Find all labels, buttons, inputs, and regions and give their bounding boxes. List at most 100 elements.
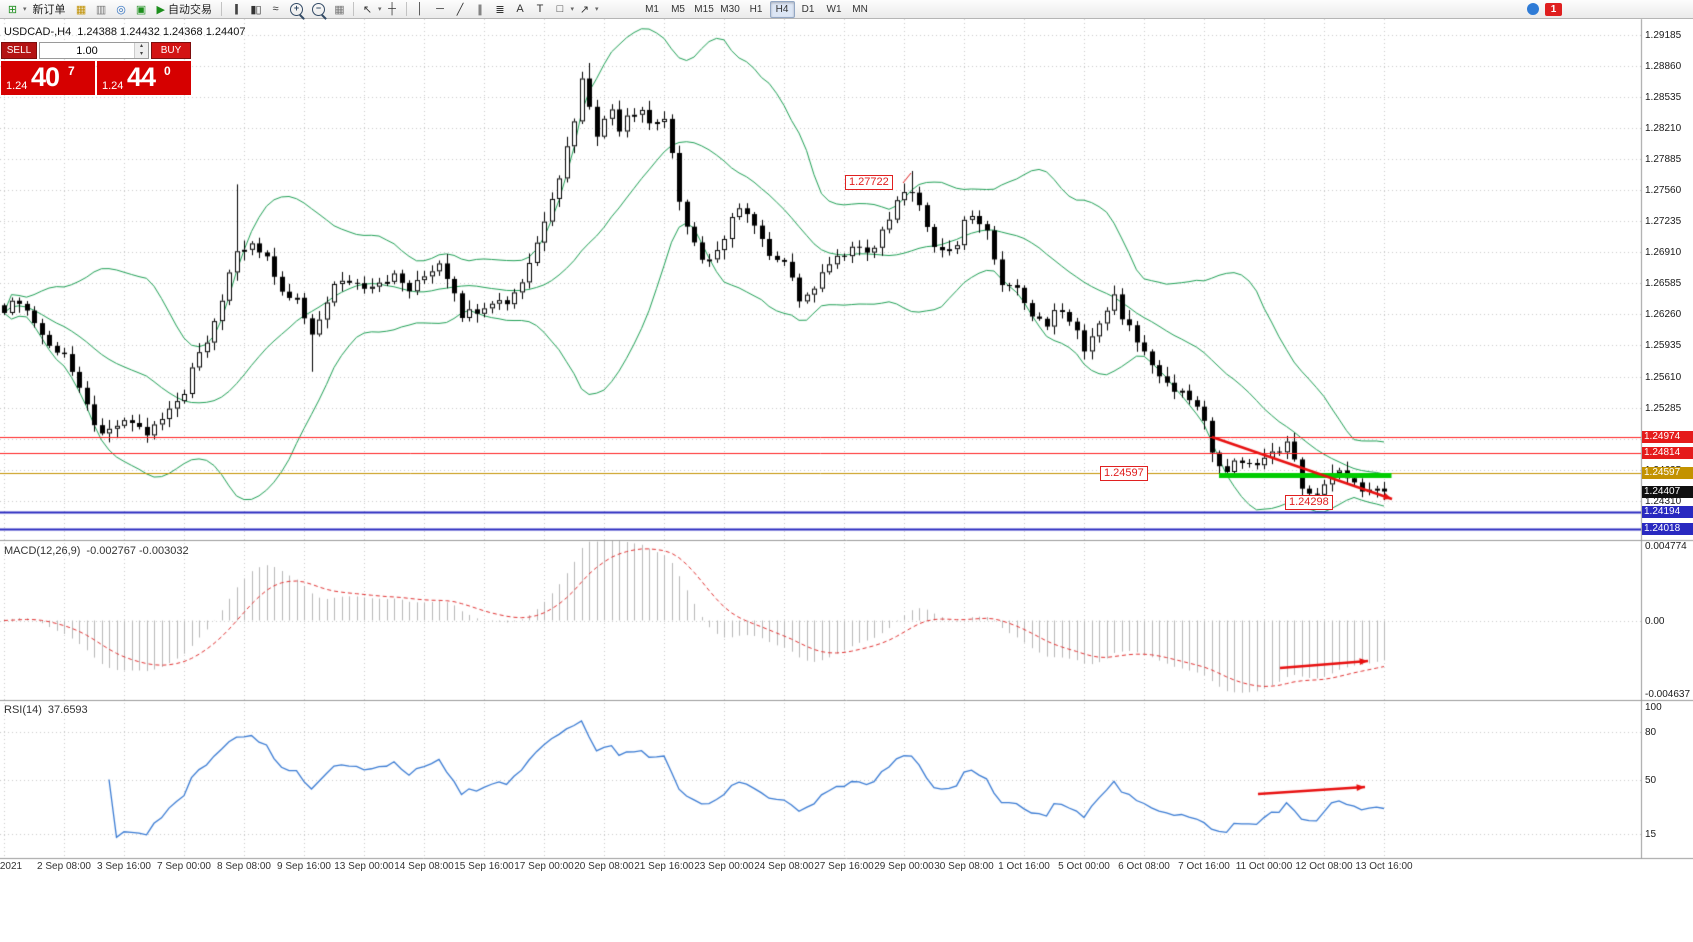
plus-glyph: +: [293, 2, 300, 13]
time-tick: 24 Sep 08:00: [754, 861, 814, 872]
fibonacci-icon[interactable]: ≣: [495, 3, 505, 16]
bar-chart-icon[interactable]: |||: [234, 3, 239, 15]
timeframe-mn[interactable]: MN: [852, 3, 868, 15]
time-tick: 3 Sep 16:00: [97, 861, 151, 872]
time-tick: 2 Sep 08:00: [37, 861, 91, 872]
text-tool-icon[interactable]: A: [516, 3, 524, 15]
line-chart-icon[interactable]: ≈: [272, 3, 279, 15]
price-tick: 1.26260: [1645, 309, 1682, 321]
buy-button[interactable]: BUY: [151, 42, 191, 59]
volume-down-icon[interactable]: ▾: [135, 50, 148, 58]
time-tick: 14 Sep 08:00: [394, 861, 454, 872]
chevron-down-icon[interactable]: ▾: [595, 6, 599, 13]
equidistant-channel-icon[interactable]: ∥: [477, 3, 483, 16]
price-annotation[interactable]: 1.24298: [1285, 495, 1333, 510]
zoom-in-icon[interactable]: +: [289, 2, 303, 16]
arrows-tool-icon[interactable]: ↗: [579, 3, 590, 16]
chart-ohlc-values: 1.24388 1.24432 1.24368 1.24407: [77, 26, 246, 38]
data-window-icon[interactable]: ▥: [95, 3, 107, 16]
volume-up-icon[interactable]: ▴: [135, 43, 148, 51]
volume-input[interactable]: [40, 43, 134, 58]
time-tick: 7 Oct 16:00: [1178, 861, 1230, 872]
toolbar-right-group: 1: [1527, 2, 1562, 16]
timeframe-m1[interactable]: M1: [645, 3, 659, 15]
vertical-line-icon[interactable]: │: [416, 3, 424, 15]
cursor-icon[interactable]: ↖: [362, 3, 373, 16]
autotrading-play-icon: ▶: [156, 3, 165, 16]
timeframe-d1[interactable]: D1: [801, 3, 815, 15]
macd-pane-label: MACD(12,26,9) -0.002767 -0.003032: [4, 545, 195, 557]
price-annotation[interactable]: 1.24597: [1100, 466, 1148, 481]
price-annotation[interactable]: 1.27722: [845, 175, 893, 190]
timeframe-w1[interactable]: W1: [826, 3, 842, 15]
toolbar-separator: [352, 2, 354, 16]
time-tick: 30 Sep 08:00: [934, 861, 994, 872]
terminal-icon[interactable]: ▣: [135, 3, 147, 16]
rsi-pane-label: RSI(14) 37.6593: [4, 704, 94, 716]
timeframe-h1[interactable]: H1: [749, 3, 763, 15]
status-icon[interactable]: [1527, 3, 1539, 15]
shapes-tool-icon[interactable]: □: [556, 3, 564, 15]
sell-button[interactable]: SELL: [1, 42, 37, 59]
trendline-icon[interactable]: ╱: [456, 3, 464, 16]
chevron-down-icon[interactable]: ▾: [570, 6, 575, 13]
sell-price-button[interactable]: 1.24 40 7: [1, 61, 95, 95]
text-label-tool-icon[interactable]: T: [536, 3, 544, 15]
chevron-down-icon[interactable]: ▾: [23, 6, 27, 13]
time-tick: 29 Sep 00:00: [874, 861, 934, 872]
autotrading-button[interactable]: ▶ 自动交易: [152, 1, 217, 17]
chart-symbol-period: USDCAD-,H4: [4, 26, 72, 38]
price-tick: 1.25935: [1645, 340, 1682, 352]
pane-separator-macd[interactable]: [0, 538, 1693, 543]
zoom-out-icon[interactable]: −: [311, 2, 325, 16]
price-tick: 1.26910: [1645, 247, 1682, 259]
autotrading-label: 自动交易: [167, 4, 212, 16]
price-scale-label: 1.24407: [1642, 485, 1693, 498]
volume-spin: ▴ ▾: [134, 43, 148, 58]
timeframe-m30[interactable]: M30: [720, 3, 740, 15]
notification-badge[interactable]: 1: [1545, 2, 1562, 16]
chart-title: USDCAD-,H4 1.24388 1.24432 1.24368 1.2440…: [4, 26, 251, 38]
buy-price-button[interactable]: 1.24 44 0: [97, 61, 191, 95]
chevron-down-icon[interactable]: ▾: [377, 6, 382, 13]
navigator-icon[interactable]: ◎: [116, 3, 126, 16]
pane-separator-rsi[interactable]: [0, 698, 1693, 703]
timeframe-h4[interactable]: H4: [769, 0, 795, 18]
price-tick: 1.27560: [1645, 185, 1682, 197]
time-tick: 8 Sep 08:00: [217, 861, 271, 872]
time-tick: 13 Sep 00:00: [334, 861, 394, 872]
time-tick: 27 Sep 16:00: [814, 861, 874, 872]
rsi-scale-label: 15: [1645, 829, 1657, 841]
timeframe-m5[interactable]: M5: [671, 3, 685, 15]
price-scale-label: 1.24974: [1642, 431, 1693, 444]
price-tick: 1.29185: [1645, 29, 1682, 41]
tile-windows-icon[interactable]: ▦: [334, 3, 345, 16]
macd-scale-label: 0.00: [1645, 615, 1665, 627]
price-tick: 1.28210: [1645, 122, 1682, 134]
new-chart-icon[interactable]: ⊞: [7, 3, 18, 16]
time-tick: 13 Oct 16:00: [1355, 861, 1413, 872]
horizontal-line-icon[interactable]: ─: [436, 3, 444, 15]
candlestick-chart-icon[interactable]: ▮▯: [250, 3, 261, 16]
price-tick: 1.27885: [1645, 154, 1682, 166]
crosshair-icon[interactable]: ┼: [388, 3, 396, 15]
price-tick: 1.28535: [1645, 91, 1682, 103]
market-watch-icon[interactable]: ▦: [75, 3, 87, 16]
macd-indicator-name: MACD(12,26,9): [4, 545, 81, 557]
macd-scale-label: -0.004637: [1645, 689, 1691, 700]
timeframe-m15[interactable]: M15: [694, 3, 714, 15]
time-tick: 15 Sep 16:00: [454, 861, 514, 872]
rsi-scale-label: 100: [1645, 702, 1662, 713]
time-tick: 7 Sep 00:00: [157, 861, 211, 872]
buy-price-big: 44: [127, 62, 156, 92]
price-tick: 1.28860: [1645, 60, 1682, 72]
macd-indicator-values: -0.002767 -0.003032: [86, 545, 189, 557]
time-tick: 9 Sep 16:00: [277, 861, 331, 872]
new-order-button[interactable]: 新订单: [28, 1, 71, 17]
one-click-trading-panel: SELL ▴ ▾ BUY 1.24 40 7 1.24 44 0: [1, 42, 191, 95]
time-tick: 23 Sep 00:00: [694, 861, 754, 872]
price-tick: 1.26585: [1645, 278, 1682, 290]
minus-glyph: −: [315, 2, 322, 13]
